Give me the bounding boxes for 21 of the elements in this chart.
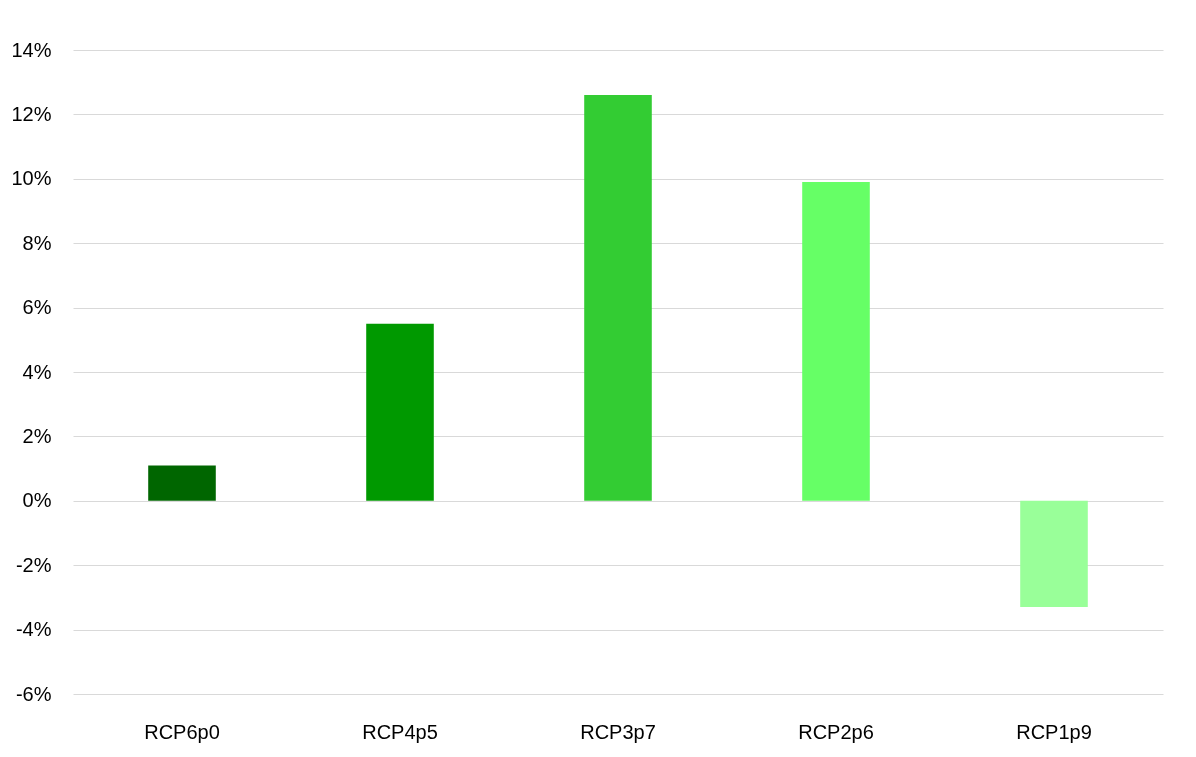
y-tick-label: 10% xyxy=(11,167,52,190)
y-tick-label: -4% xyxy=(15,618,52,641)
y-tick-label: 2% xyxy=(22,424,52,447)
bar xyxy=(802,182,870,501)
x-tick-label: RCP2p6 xyxy=(798,720,874,743)
bar xyxy=(1020,500,1088,608)
x-tick-label: RCP3p7 xyxy=(580,720,656,743)
x-tick-label: RCP1p9 xyxy=(1016,720,1092,743)
y-tick-label: -2% xyxy=(15,553,52,576)
x-tick-label: RCP6p0 xyxy=(144,720,220,743)
y-tick-label: -6% xyxy=(15,682,52,705)
bar xyxy=(584,95,652,501)
y-tick-label: 4% xyxy=(22,360,52,383)
bar xyxy=(366,323,434,501)
y-tick-label: 0% xyxy=(22,489,52,512)
y-tick-label: 14% xyxy=(11,38,52,61)
y-tick-label: 6% xyxy=(22,296,52,319)
y-tick-label: 8% xyxy=(22,231,52,254)
y-tick-label: 12% xyxy=(11,102,52,125)
bar xyxy=(148,465,216,501)
x-tick-label: RCP4p5 xyxy=(362,720,438,743)
